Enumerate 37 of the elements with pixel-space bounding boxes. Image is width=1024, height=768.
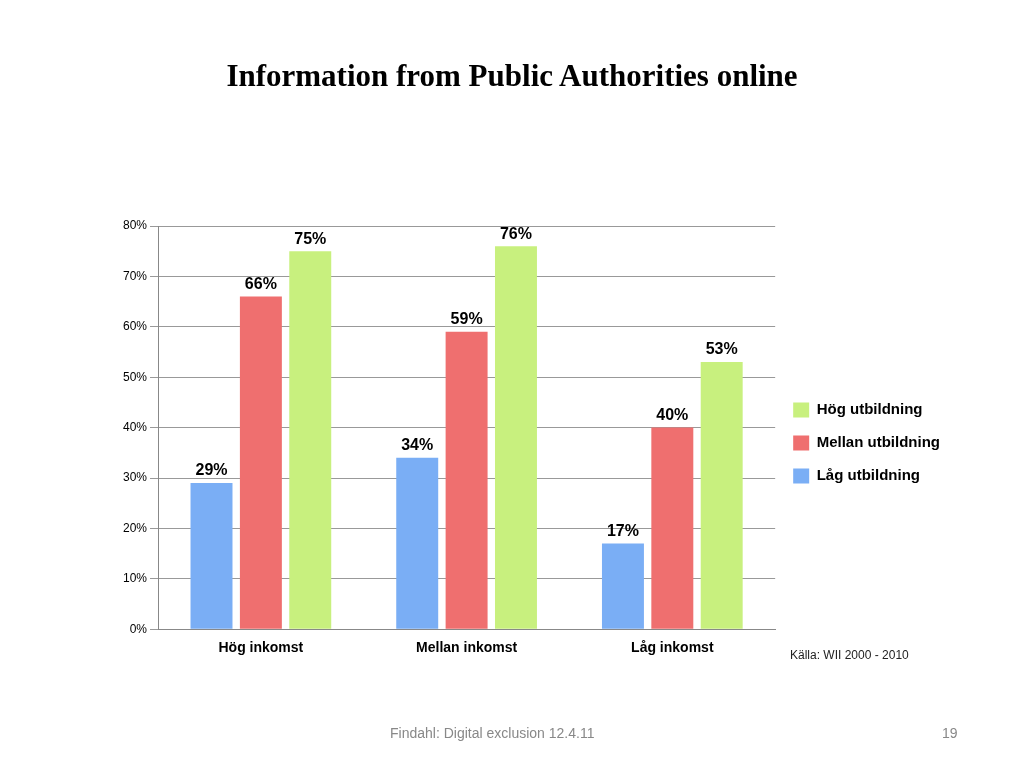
y-tick-label: 10% bbox=[122, 571, 148, 586]
data-label: 17% bbox=[606, 521, 639, 539]
x-tick-label: Mellan inkomst bbox=[416, 639, 518, 656]
y-tick-label: 20% bbox=[122, 520, 148, 535]
x-tick-label: Hög inkomst bbox=[218, 639, 304, 656]
text: Findahl: Digital exclusion 12.4.11 bbox=[390, 725, 595, 741]
y-tick-label: 70% bbox=[122, 268, 148, 283]
legend-label: Hög utbildning bbox=[816, 400, 923, 418]
x-tick-label: Låg inkomst bbox=[631, 639, 714, 656]
text: 19 bbox=[942, 725, 958, 741]
bar bbox=[494, 246, 537, 629]
chart-title: Information from Public Authorities online bbox=[225, 58, 799, 94]
text: Källa: WII 2000 - 2010 bbox=[790, 648, 909, 662]
y-tick-label: 80% bbox=[122, 218, 148, 233]
bar bbox=[700, 362, 743, 629]
y-tick-label: 60% bbox=[122, 319, 148, 334]
legend-label: Låg utbildning bbox=[816, 466, 920, 484]
data-label: 29% bbox=[195, 461, 228, 479]
bar bbox=[396, 457, 439, 629]
legend-label: Mellan utbildning bbox=[816, 433, 941, 451]
bar bbox=[190, 483, 233, 629]
y-tick-label: 50% bbox=[122, 369, 148, 384]
data-label: 34% bbox=[401, 436, 434, 454]
y-tick-label: 0% bbox=[129, 621, 148, 636]
bar bbox=[239, 296, 282, 629]
data-label: 59% bbox=[450, 310, 483, 328]
data-label: 66% bbox=[244, 274, 277, 292]
data-label: 53% bbox=[705, 340, 738, 358]
bar bbox=[445, 331, 488, 629]
bar bbox=[289, 251, 332, 629]
bar bbox=[601, 543, 644, 629]
data-label: 75% bbox=[294, 229, 327, 247]
data-label: 76% bbox=[499, 224, 532, 242]
data-label: 40% bbox=[656, 406, 689, 424]
y-tick-label: 30% bbox=[122, 470, 148, 485]
bar bbox=[651, 427, 694, 629]
y-tick-label: 40% bbox=[122, 419, 148, 434]
